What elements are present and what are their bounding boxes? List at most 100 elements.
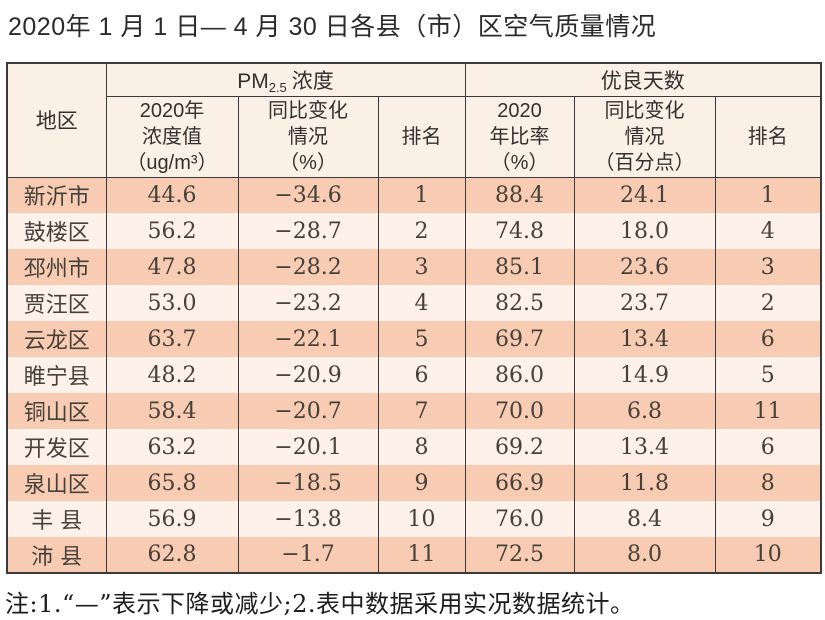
cell-good-change: 11.8 — [573, 465, 716, 501]
cell-good-change: 6.8 — [573, 393, 716, 429]
cell-pm-value: 48.2 — [105, 357, 239, 393]
cell-pm-change: −13.8 — [237, 501, 379, 537]
cell-pm-rank: 6 — [377, 357, 466, 393]
cell-pm-rank: 4 — [377, 285, 466, 321]
cell-good-change: 8.4 — [573, 501, 716, 537]
header-sub-row: 2020年 浓度值 （ug/m³） 同比变化 情况 （%） 排名 2020 年比… — [7, 95, 822, 178]
cell-pm-rank: 5 — [377, 321, 466, 357]
header-pm-rank: 排名 — [377, 95, 466, 178]
pm25-suffix: 浓度 — [291, 69, 334, 93]
cell-pm-change: −22.1 — [237, 321, 379, 357]
cell-good-rank: 1 — [714, 177, 822, 213]
cell-pm-value: 53.0 — [105, 285, 239, 321]
cell-good-rate: 70.0 — [464, 393, 575, 429]
cell-good-rate: 74.8 — [464, 213, 575, 249]
cell-good-rank: 8 — [714, 465, 822, 501]
cell-pm-value: 63.7 — [105, 321, 239, 357]
air-quality-table: 地区 PM2.5 浓度 优良天数 2020年 浓度值 （ug/m³） 同比变化 情… — [6, 62, 823, 574]
cell-pm-change: −20.7 — [237, 393, 379, 429]
cell-good-rank: 3 — [714, 249, 822, 285]
pm25-prefix: PM — [237, 69, 269, 93]
cell-pm-value: 56.9 — [105, 501, 239, 537]
cell-good-rank: 6 — [714, 429, 822, 465]
cell-good-rank: 5 — [714, 357, 822, 393]
table-row: 睢宁县 48.2 −20.9 6 86.0 14.9 5 — [6, 357, 822, 393]
header-good-rank: 排名 — [714, 95, 822, 178]
cell-region: 新沂市 — [6, 177, 107, 213]
cell-region: 邳州市 — [6, 249, 107, 285]
cell-good-rate: 82.5 — [464, 285, 575, 321]
cell-pm-change: −18.5 — [237, 465, 379, 501]
table-row: 开发区 63.2 −20.1 8 69.2 13.4 6 — [6, 429, 822, 465]
cell-pm-rank: 9 — [377, 465, 466, 501]
cell-pm-change: −20.9 — [237, 357, 379, 393]
cell-pm-change: −34.6 — [237, 177, 379, 213]
cell-pm-value: 58.4 — [105, 393, 239, 429]
cell-good-change: 23.6 — [573, 249, 716, 285]
cell-good-change: 8.0 — [573, 537, 716, 573]
cell-pm-change: −28.2 — [237, 249, 379, 285]
table-row: 丰 县 56.9 −13.8 10 76.0 8.4 9 — [6, 501, 822, 537]
header-pm-value: 2020年 浓度值 （ug/m³） — [105, 95, 239, 178]
header-region: 地区 — [6, 62, 107, 178]
table-header: 地区 PM2.5 浓度 优良天数 2020年 浓度值 （ug/m³） 同比变化 情… — [6, 62, 822, 178]
cell-region: 沛 县 — [6, 537, 107, 573]
cell-pm-rank: 11 — [377, 537, 466, 573]
cell-pm-value: 62.8 — [105, 537, 239, 573]
cell-pm-rank: 3 — [377, 249, 466, 285]
cell-region: 睢宁县 — [6, 357, 107, 393]
table-row: 鼓楼区 56.2 −28.7 2 74.8 18.0 4 — [6, 213, 822, 249]
header-pm-change: 同比变化 情况 （%） — [237, 95, 379, 178]
cell-good-rate: 88.4 — [464, 177, 575, 213]
cell-pm-value: 47.8 — [105, 249, 239, 285]
cell-good-rate: 76.0 — [464, 501, 575, 537]
header-good-change: 同比变化 情况 （百分点） — [573, 95, 716, 178]
cell-pm-value: 65.8 — [105, 465, 239, 501]
table-row: 泉山区 65.8 −18.5 9 66.9 11.8 8 — [6, 465, 822, 501]
cell-pm-rank: 1 — [377, 177, 466, 213]
cell-region: 贾汪区 — [6, 285, 107, 321]
cell-good-change: 23.7 — [573, 285, 716, 321]
cell-pm-value: 63.2 — [105, 429, 239, 465]
page-title: 2020年 1 月 1 日— 4 月 30 日各县（市）区空气质量情况 — [8, 13, 657, 41]
cell-region: 开发区 — [6, 429, 107, 465]
cell-pm-rank: 10 — [377, 501, 466, 537]
cell-good-rate: 66.9 — [464, 465, 575, 501]
table-row: 铜山区 58.4 −20.7 7 70.0 6.8 11 — [6, 393, 822, 429]
cell-pm-change: −20.1 — [237, 429, 379, 465]
cell-good-rank: 11 — [714, 393, 822, 429]
cell-pm-rank: 8 — [377, 429, 466, 465]
cell-region: 丰 县 — [6, 501, 107, 537]
cell-good-change: 13.4 — [573, 321, 716, 357]
table-row: 邳州市 47.8 −28.2 3 85.1 23.6 3 — [6, 249, 822, 285]
cell-pm-change: −23.2 — [237, 285, 379, 321]
cell-region: 泉山区 — [6, 465, 107, 501]
cell-pm-value: 44.6 — [105, 177, 239, 213]
cell-good-change: 24.1 — [573, 177, 716, 213]
header-pm25-group: PM2.5 浓度 — [105, 62, 466, 97]
cell-region: 铜山区 — [6, 393, 107, 429]
cell-good-change: 13.4 — [573, 429, 716, 465]
cell-region: 鼓楼区 — [6, 213, 107, 249]
cell-good-change: 14.9 — [573, 357, 716, 393]
cell-pm-change: −28.7 — [237, 213, 379, 249]
table-row: 新沂市 44.6 −34.6 1 88.4 24.1 1 — [6, 177, 822, 213]
cell-pm-change: −1.7 — [237, 537, 379, 573]
header-good-days-group: 优良天数 — [464, 62, 822, 97]
cell-good-rate: 72.5 — [464, 537, 575, 573]
cell-region: 云龙区 — [6, 321, 107, 357]
cell-good-rate: 86.0 — [464, 357, 575, 393]
cell-good-rank: 9 — [714, 501, 822, 537]
cell-pm-rank: 7 — [377, 393, 466, 429]
cell-good-rank: 2 — [714, 285, 822, 321]
cell-good-change: 18.0 — [573, 213, 716, 249]
header-good-rate: 2020 年比率 （%） — [464, 95, 575, 178]
cell-pm-value: 56.2 — [105, 213, 239, 249]
table-body: 新沂市 44.6 −34.6 1 88.4 24.1 1 鼓楼区 56.2 −28.7 2 74.8 1… — [6, 177, 822, 573]
table-row: 贾汪区 53.0 −23.2 4 82.5 23.7 2 — [6, 285, 822, 321]
footnote: 注:1.“—”表示下降或减少;2.表中数据采用实况数据统计。 — [5, 590, 635, 618]
cell-good-rate: 69.2 — [464, 429, 575, 465]
cell-good-rate: 85.1 — [464, 249, 575, 285]
cell-good-rank: 4 — [714, 213, 822, 249]
